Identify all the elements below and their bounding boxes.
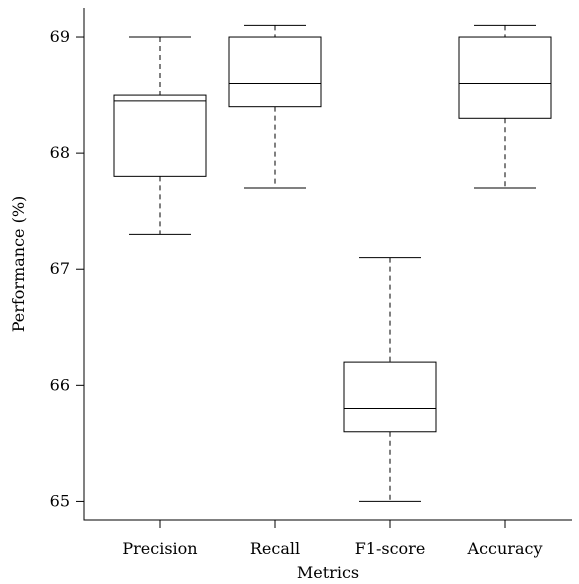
box-recall — [228, 24, 322, 189]
x-tick-label: Recall — [250, 539, 300, 558]
y-tick-label: 65 — [50, 491, 70, 510]
box-f1-score — [343, 257, 437, 502]
y-tick-label: 69 — [50, 27, 70, 46]
y-tick-label: 68 — [50, 143, 70, 162]
x-tick-label: Precision — [122, 539, 197, 558]
iqr-box — [343, 361, 437, 433]
y-axis-title: Performance (%) — [9, 196, 28, 333]
axis-frame — [83, 8, 572, 521]
iqr-box — [228, 36, 322, 108]
boxes-group — [113, 24, 552, 502]
y-tick-label: 66 — [50, 375, 70, 394]
box-precision — [113, 36, 207, 235]
x-axis: Precision Recall F1-score Accuracy — [122, 520, 542, 558]
y-tick-label: 67 — [50, 259, 70, 278]
iqr-box — [458, 36, 552, 119]
x-tick-label: Accuracy — [467, 539, 543, 558]
x-tick-label: F1-score — [355, 539, 426, 558]
plot-area — [83, 8, 572, 521]
iqr-box — [113, 94, 207, 177]
y-axis: 65 66 67 68 69 — [50, 27, 84, 510]
x-axis-title: Metrics — [297, 563, 359, 582]
box-accuracy — [458, 24, 552, 189]
